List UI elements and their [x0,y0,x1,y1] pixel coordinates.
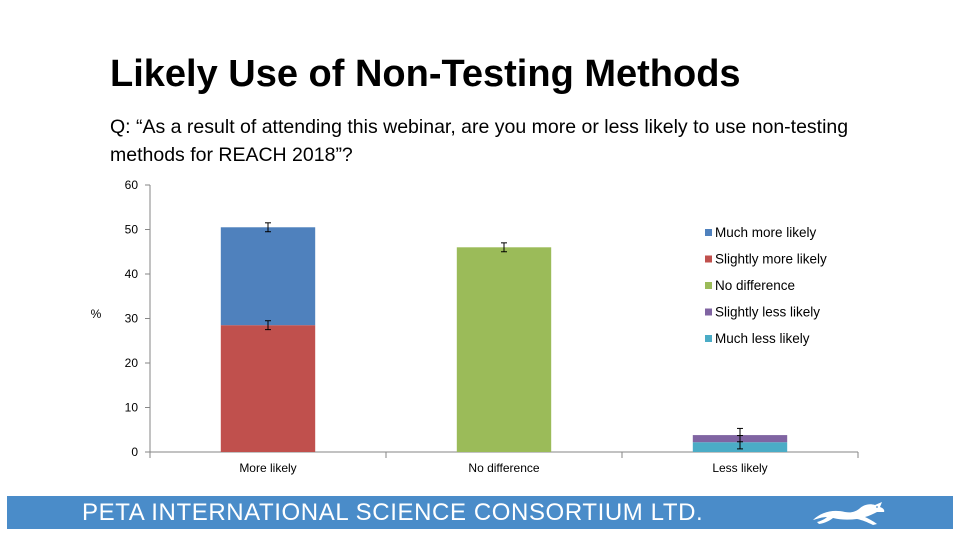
y-tick-label: 0 [131,445,138,459]
legend-label: Slightly more likely [715,252,827,267]
footer-org-name: PETA INTERNATIONAL SCIENCE CONSORTIUM LT… [82,499,704,526]
legend-swatch-slightly-more-likely [705,255,712,263]
y-tick-label: 40 [125,267,139,281]
running-hare-icon [813,502,885,525]
y-tick-label: 20 [125,356,139,370]
slide-title: Likely Use of Non-Testing Methods [110,53,741,95]
legend-swatch-no-difference [705,282,712,289]
x-tick-label: No difference [468,461,539,475]
bar-much-more-likely [220,227,316,326]
legend-swatch-slightly-less-likely [705,308,712,316]
x-tick-label: Less likely [712,461,767,475]
y-tick-label: 10 [125,401,139,415]
legend-label: Much less likely [715,331,810,346]
legend-label: No difference [715,278,795,293]
stacked-bar-chart: 0 10 20 30 40 50 60% More likely No difference Le… [91,178,859,475]
y-tick-label: 50 [125,223,139,237]
y-tick-label: 30 [125,312,139,326]
legend-swatch-much-more-likely [705,229,712,236]
y-tick-label: 60 [125,178,139,192]
survey-question: Q: “As a result of attending this webina… [110,116,849,166]
footer-banner: PETA INTERNATIONAL SCIENCE CONSORTIUM LT… [7,496,953,529]
legend-swatch-much-less-likely [705,335,712,342]
bar-no-difference [456,247,552,452]
bar-slightly-more-likely [220,325,316,452]
legend-label: Slightly less likely [715,305,820,320]
y-axis-label: % [91,307,102,321]
legend-label: Much more likely [715,225,817,240]
x-tick-label: More likely [239,461,296,475]
